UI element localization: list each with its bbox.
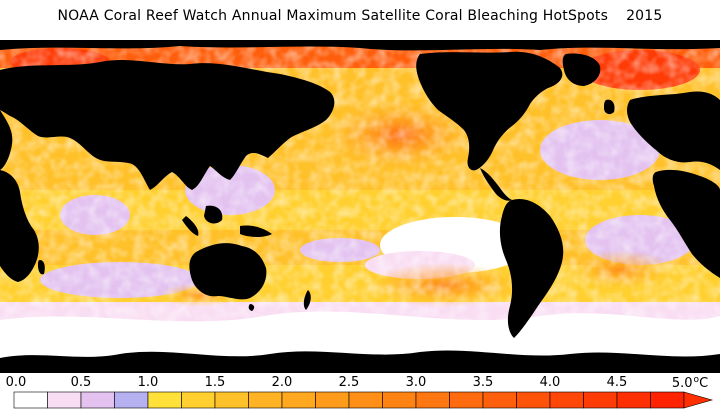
colorbar-tick-labels: 0.0 0.5 1.0 1.5 2.0 2.5 3.0 3.5 4.0 4.5 5.0oC [0, 375, 720, 391]
landmass-arctic [0, 40, 720, 51]
colorbar-tick-label: 0.0 [5, 375, 27, 390]
colorbar-tick-label: 2.0 [271, 375, 293, 390]
colorbar-tick-label: 1.5 [204, 375, 226, 390]
landmass-greenland [562, 53, 601, 86]
colorbar-tick-label: 4.5 [606, 375, 628, 390]
colorbar-tick-label: 4.0 [539, 375, 561, 390]
landmass-africa [0, 170, 39, 282]
colorbar-bin-9 [315, 391, 350, 409]
colorbar-tick-label: 3.0 [405, 375, 427, 390]
colorbar-overflow-arrow [683, 391, 714, 409]
colorbar-bin-18 [616, 391, 651, 409]
colorbar-bin-0 [13, 391, 48, 409]
landmass-australia [189, 243, 267, 300]
colorbar-bin-6 [214, 391, 249, 409]
colorbar-unit-degree: o [693, 375, 700, 385]
colorbar-bin-7 [248, 391, 283, 409]
landmass-europe [0, 110, 13, 170]
colorbar-bin-11 [382, 391, 417, 409]
colorbar-tick-label: 1.0 [137, 375, 159, 390]
colorbar-tick-label: 3.5 [472, 375, 494, 390]
landmass-japan [235, 132, 251, 160]
landmass-europe-east [627, 91, 720, 170]
hotspot-map [0, 40, 720, 373]
colorbar-tick-label: 2.5 [338, 375, 360, 390]
colorbar-bin-4 [147, 391, 182, 409]
landmass-madagascar [38, 260, 45, 275]
colorbar-bin-8 [281, 391, 316, 409]
map-title: NOAA Coral Reef Watch Annual Maximum Sat… [0, 8, 720, 24]
landmass-antarctica [0, 350, 720, 373]
colorbar-bin-5 [181, 391, 216, 409]
colorbar-bin-2 [80, 391, 115, 409]
map-title-text: NOAA Coral Reef Watch Annual Maximum Sat… [57, 8, 609, 24]
landmass-newguinea [240, 225, 272, 237]
map-year: 2015 [626, 8, 663, 24]
colorbar-bin-1 [47, 391, 82, 409]
landmass-centralamerica [480, 168, 512, 201]
landmass-africa-west [652, 169, 720, 278]
colorbar-bin-19 [650, 391, 685, 409]
colorbar-bin-15 [516, 391, 551, 409]
landmass-britain [604, 99, 615, 115]
landmass-sumatra [182, 216, 199, 236]
landmass-tasmania [248, 304, 255, 311]
colorbar-bin-14 [482, 391, 517, 409]
landmass-northamerica [416, 51, 563, 171]
land-layer [0, 40, 720, 373]
colorbar-bin-12 [415, 391, 450, 409]
landmass-newzealand [303, 290, 311, 310]
colorbar-tick-label: 5.0oC [671, 375, 709, 391]
colorbar-bin-16 [549, 391, 584, 409]
colorbar-bin-10 [348, 391, 383, 409]
colorbar-bin-3 [114, 391, 149, 409]
landmass-borneo [204, 205, 223, 224]
colorbar-tick-label: 0.5 [70, 375, 92, 390]
colorbar-bin-17 [583, 391, 618, 409]
colorbar-unit-celsius: C [699, 376, 709, 391]
landmass-eurasia [0, 60, 335, 190]
landmass-southamerica [499, 198, 564, 338]
hotspot-colorbar [0, 391, 720, 409]
colorbar-bin-13 [449, 391, 484, 409]
